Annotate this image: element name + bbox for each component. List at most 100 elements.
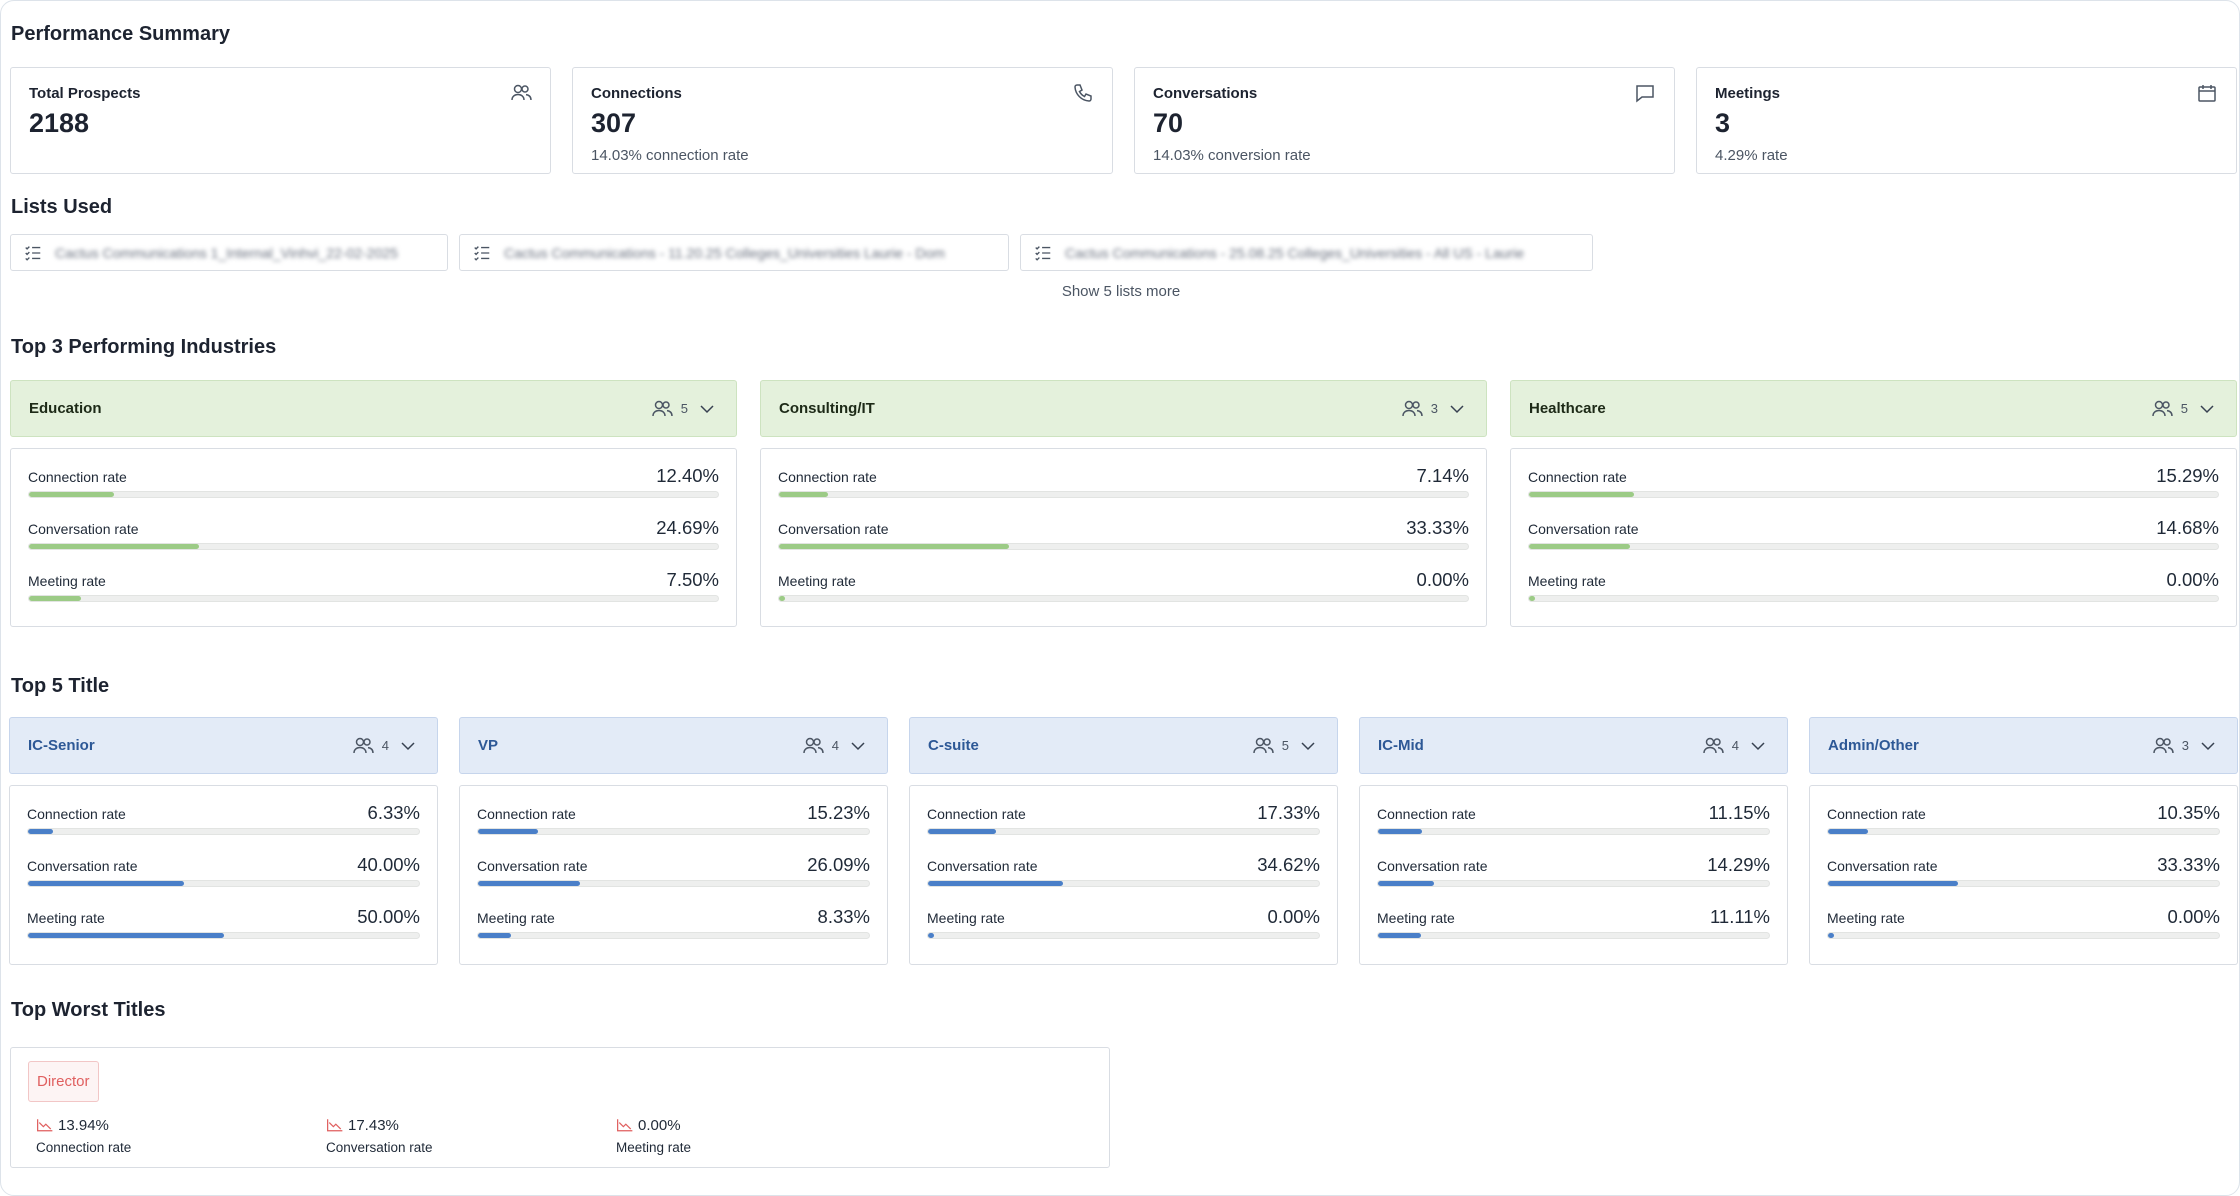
- rate-row: Connection rate 12.40%: [28, 461, 719, 513]
- stat-value: 3: [1715, 108, 1731, 138]
- icon-stroke: [2201, 741, 2215, 750]
- rate-value: 12.40%: [656, 465, 719, 486]
- chevron-icon[interactable]: [847, 735, 869, 757]
- group-name: C-suite: [928, 737, 979, 754]
- group-name: Consulting/IT: [779, 400, 875, 417]
- rate-track: [1827, 932, 2220, 939]
- rate-row: Meeting rate 7.50%: [28, 565, 719, 617]
- icon-stroke: [1267, 746, 1274, 753]
- icon-stroke: [618, 1122, 632, 1130]
- rate-value: 33.33%: [2157, 854, 2220, 875]
- chevron-icon[interactable]: [1297, 735, 1319, 757]
- icon-stroke: [654, 400, 664, 409]
- group-header[interactable]: IC-Mid 4: [1359, 717, 1788, 774]
- rate-track: [1528, 595, 2219, 602]
- rate-value: 33.33%: [1406, 517, 1469, 538]
- icon-stroke: [327, 1119, 343, 1132]
- chevron-icon[interactable]: [2196, 398, 2218, 420]
- people-icon: [652, 400, 673, 416]
- rate-track: [27, 932, 420, 939]
- icon-stroke: [513, 84, 523, 94]
- icon-stroke: [1450, 404, 1464, 413]
- list-name: Cactus Communications - 25.08.25 College…: [1065, 244, 1525, 261]
- rate-label: Meeting rate: [1827, 910, 1905, 926]
- metric-label: Meeting rate: [616, 1140, 692, 1155]
- rate-value: 14.68%: [2156, 517, 2219, 538]
- rate-row: Conversation rate 34.62%: [927, 850, 1320, 902]
- list-chip[interactable]: Cactus Communications - 25.08.25 College…: [1020, 234, 1593, 271]
- rate-row: Connection rate 17.33%: [927, 798, 1320, 850]
- icon-stroke: [2199, 85, 2215, 92]
- list-icon: [25, 245, 41, 261]
- group-name: VP: [478, 737, 499, 754]
- down-icon: [617, 1119, 633, 1132]
- icon-stroke: [1263, 737, 1271, 746]
- icon-stroke: [2155, 737, 2165, 746]
- list-chip[interactable]: Cactus Communications - 11.20.25 College…: [459, 234, 1009, 271]
- calendar-icon: [2198, 85, 2216, 102]
- icon-stroke: [1301, 741, 1315, 750]
- section-title: Top 3 Performing Industries: [11, 336, 277, 358]
- rate-value: 0.00%: [2167, 906, 2220, 927]
- rate-bar: [1529, 492, 1635, 497]
- group-header[interactable]: VP 4: [459, 717, 888, 774]
- rate-track: [477, 932, 870, 939]
- chevron-icon[interactable]: [2197, 735, 2219, 757]
- rate-label: Conversation rate: [28, 521, 139, 537]
- rate-value: 17.33%: [1257, 802, 1320, 823]
- rate-label: Connection rate: [1528, 469, 1627, 485]
- group-header[interactable]: IC-Senior 4: [9, 717, 438, 774]
- rate-label: Meeting rate: [1377, 910, 1455, 926]
- rate-value: 15.29%: [2156, 465, 2219, 486]
- rate-bar: [928, 829, 996, 834]
- rate-row: Conversation rate 14.68%: [1528, 513, 2219, 565]
- rate-value: 8.33%: [817, 906, 870, 927]
- icon-stroke: [2167, 746, 2174, 753]
- icon-stroke: [1404, 400, 1414, 409]
- chevron-icon[interactable]: [397, 735, 419, 757]
- rate-label: Connection rate: [27, 806, 126, 822]
- list-chip[interactable]: Cactus Communications 1_Internal_Vinhvi_…: [10, 234, 448, 271]
- icon-stroke: [2154, 400, 2164, 409]
- rate-track: [28, 595, 719, 602]
- rate-value: 34.62%: [1257, 854, 1320, 875]
- rate-label: Conversation rate: [778, 521, 889, 537]
- icon-stroke: [525, 93, 532, 101]
- icon-stroke: [666, 409, 673, 416]
- stat-card: Meetings 3 4.29% rate: [1696, 67, 2237, 174]
- rate-bar: [928, 933, 934, 938]
- icon-stroke: [813, 737, 821, 746]
- group-name: Education: [29, 400, 102, 417]
- show-more[interactable]: Show 5 lists more: [1061, 283, 1181, 300]
- metric-label: Conversation rate: [326, 1140, 433, 1155]
- rate-label: Connection rate: [1377, 806, 1476, 822]
- group-body: Connection rate 15.29% Conversation rate 14…: [1510, 448, 2237, 627]
- rate-row: Conversation rate 14.29%: [1377, 850, 1770, 902]
- rate-value: 11.15%: [1708, 802, 1770, 823]
- rate-bar: [1529, 544, 1631, 549]
- group-header[interactable]: Healthcare 5: [1510, 380, 2237, 437]
- people-icon: [353, 737, 374, 753]
- people-icon: [2152, 400, 2173, 416]
- phone-icon: [1074, 84, 1092, 102]
- group-header[interactable]: Consulting/IT 3: [760, 380, 1487, 437]
- rate-track: [778, 543, 1469, 550]
- rate-label: Connection rate: [927, 806, 1026, 822]
- group-header[interactable]: Education 5: [10, 380, 737, 437]
- rate-value: 0.00%: [1267, 906, 1320, 927]
- group-header[interactable]: Admin/Other 3: [1809, 717, 2238, 774]
- chevron-icon[interactable]: [1747, 735, 1769, 757]
- chevron-icon[interactable]: [696, 398, 718, 420]
- rate-track: [477, 828, 870, 835]
- group-header[interactable]: C-suite 5: [909, 717, 1338, 774]
- icon-stroke: [1255, 737, 1265, 746]
- icon-stroke: [652, 409, 666, 416]
- header-right: 4: [352, 735, 419, 757]
- icon-stroke: [851, 741, 865, 750]
- section-title: Top 5 Title: [11, 675, 110, 697]
- chevron-icon[interactable]: [1446, 398, 1468, 420]
- rate-track: [778, 595, 1469, 602]
- section-title: Top Worst Titles: [11, 999, 166, 1021]
- group-count: 4: [1731, 738, 1739, 753]
- chat-icon: [1636, 85, 1654, 103]
